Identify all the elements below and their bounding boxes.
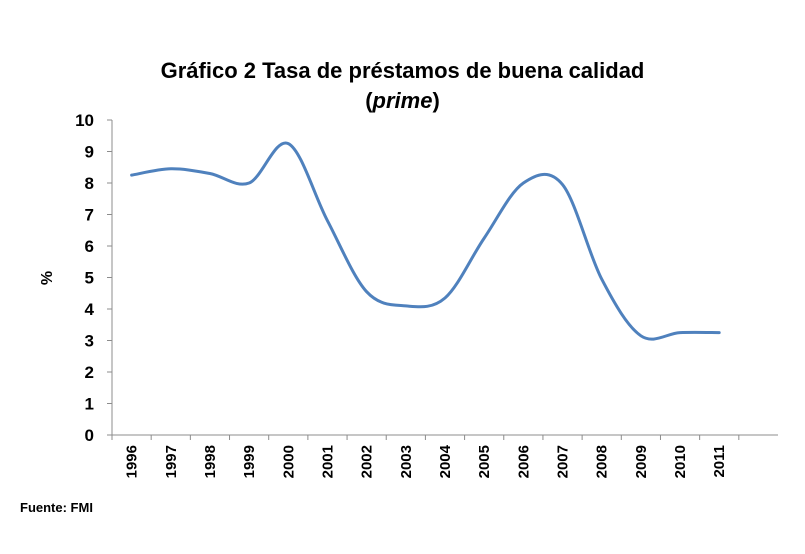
x-tick-label: 2001: [319, 445, 336, 478]
y-tick-label: 1: [85, 395, 94, 414]
data-point-2011: [718, 331, 721, 334]
x-tick-label: 2004: [437, 444, 454, 478]
data-point-1999: [248, 182, 251, 185]
x-tick-label: 1999: [241, 445, 258, 478]
subtitle-close-paren: ): [432, 88, 440, 113]
data-point-2010: [679, 331, 682, 334]
y-tick-label: 5: [85, 269, 94, 288]
data-point-2003: [404, 304, 407, 307]
data-point-2008: [600, 278, 603, 281]
x-tick-label: 1998: [202, 445, 219, 478]
data-point-2005: [483, 237, 486, 240]
x-tick-label: 1997: [163, 445, 180, 478]
chart-subtitle: (prime): [0, 88, 805, 114]
data-point-2002: [365, 290, 368, 293]
y-tick-label: 4: [85, 300, 95, 319]
y-tick-label: 6: [85, 237, 94, 256]
data-point-2006: [522, 182, 525, 185]
x-tick-label: 2007: [555, 445, 572, 478]
data-point-2000: [287, 142, 290, 145]
y-tick-label: 8: [85, 174, 94, 193]
x-tick-label: 2005: [476, 445, 493, 478]
x-tick-label: 2010: [672, 445, 689, 478]
y-tick-label: 10: [75, 111, 94, 130]
data-point-1997: [169, 167, 172, 170]
y-tick-label: 7: [85, 206, 94, 225]
x-tick-label: 2009: [633, 445, 650, 478]
source-note: Fuente: FMI: [20, 500, 93, 515]
x-tick-label: 2008: [594, 445, 611, 478]
data-point-2004: [444, 297, 447, 300]
chart-title: Gráfico 2 Tasa de préstamos de buena cal…: [160, 58, 645, 83]
subtitle-italic: prime: [372, 88, 433, 113]
x-tick-label: 2000: [280, 445, 297, 478]
x-tick-labels: 1996 1997 1998 1999 2000 2001 2002 2003 2004 2005…: [124, 444, 729, 478]
data-point-1998: [208, 172, 211, 175]
y-tick-label: 9: [85, 143, 94, 162]
y-tick-label: 2: [85, 363, 94, 382]
x-tick-label: 2003: [398, 445, 415, 478]
series-group: [130, 141, 721, 341]
data-point-2001: [326, 219, 329, 222]
subtitle-open-paren: (: [365, 88, 373, 113]
data-point-2007: [561, 183, 564, 186]
y-axis-label: %: [39, 271, 56, 285]
y-tick-label: 3: [85, 332, 94, 351]
x-tick-label: 2006: [515, 445, 532, 478]
y-tick-labels: 0 1 2 3 4 5 6 7 8 9 10: [75, 111, 94, 445]
y-tick-label: 0: [85, 426, 94, 445]
x-tick-label: 2002: [359, 445, 376, 478]
data-point-2009: [639, 334, 642, 337]
x-tick-label: 1996: [124, 445, 141, 478]
x-tick-label: 2011: [711, 445, 728, 478]
series-line-0: [130, 141, 721, 341]
axes: [107, 119, 778, 440]
data-point-1996: [130, 174, 133, 177]
